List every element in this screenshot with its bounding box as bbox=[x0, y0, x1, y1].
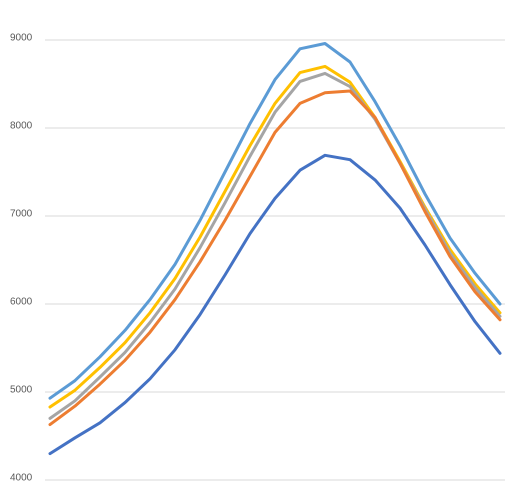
y-tick-label: 6000 bbox=[10, 297, 33, 308]
y-tick-label: 5000 bbox=[10, 385, 33, 396]
series-line bbox=[48, 89, 502, 427]
y-tick-label: 9000 bbox=[10, 33, 33, 44]
y-tick-label: 4000 bbox=[10, 473, 33, 482]
series-line bbox=[48, 42, 502, 400]
series-line bbox=[48, 64, 502, 409]
series-line bbox=[48, 153, 502, 456]
y-tick-label: 8000 bbox=[10, 121, 33, 132]
y-tick-label: 7000 bbox=[10, 209, 33, 220]
